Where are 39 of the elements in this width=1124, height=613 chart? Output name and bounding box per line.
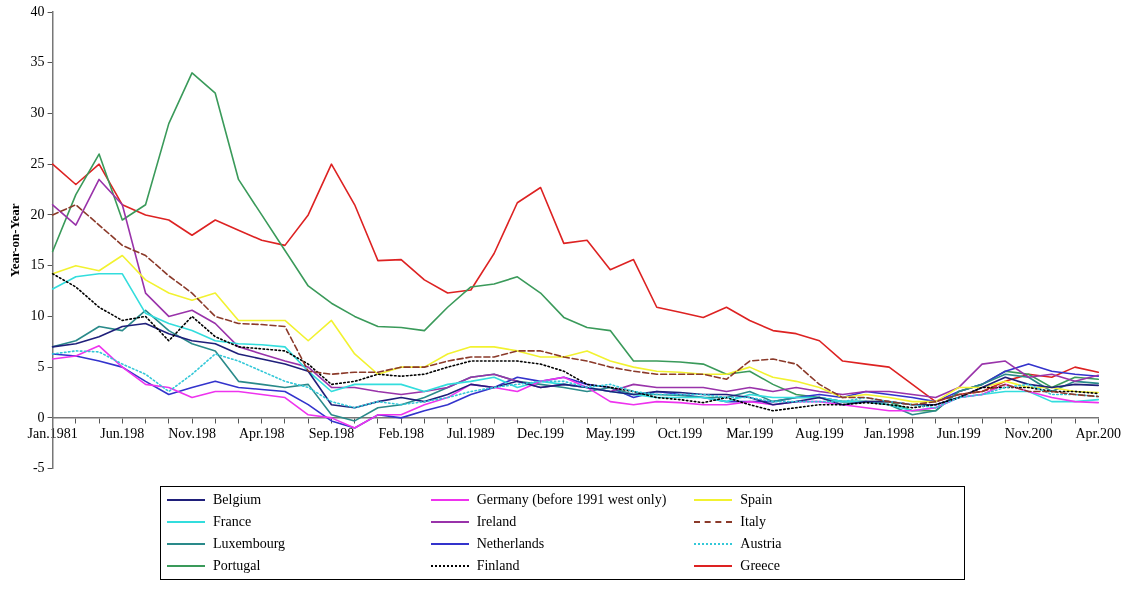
legend-label: Spain [740,492,773,508]
legend-label: Portugal [213,558,261,574]
x-tick-label: Aug.199 [795,425,844,441]
y-tick-label: 5 [37,358,45,374]
x-tick-label: Sep.198 [308,425,355,441]
x-tick-label: Jun.198 [100,425,145,441]
legend-label: Greece [740,558,780,574]
legend-label: Germany (before 1991 west only) [476,492,667,508]
legend-label: Belgium [213,492,262,508]
x-tick-label: Apr.198 [238,425,285,441]
legend-label: Austria [740,536,782,552]
y-tick-label: 30 [30,105,45,121]
x-tick-label: Mar.199 [726,425,774,441]
legend-label: Netherlands [476,536,545,552]
y-tick-label: 25 [30,155,45,171]
y-tick-label: 0 [37,409,45,425]
y-tick-label: 15 [30,257,45,273]
legend-label: Ireland [476,514,517,530]
x-tick-label: Jul.1989 [446,425,495,441]
y-tick-label: 10 [30,308,45,324]
x-tick-label: Jun.199 [936,425,981,441]
y-axis-title: Year-on-Year [7,203,23,278]
y-tick-label: 35 [30,54,45,70]
x-tick-label: Dec.199 [517,425,565,441]
x-tick-label: Jan.1998 [864,425,915,441]
x-tick-label: Oct.199 [657,425,703,441]
x-tick-label: Apr.200 [1075,425,1121,441]
y-tick-label: 20 [30,206,45,222]
legend-label: France [213,514,252,530]
y-tick-label: 40 [30,3,45,19]
x-tick-label: Nov.200 [1004,425,1053,441]
x-tick-label: May.199 [585,425,635,441]
x-tick-label: Jan.1981 [27,425,78,441]
legend-label: Italy [740,514,766,530]
legend-label: Luxembourg [213,536,286,552]
x-tick-label: Feb.198 [378,425,424,441]
x-tick-label: Nov.198 [168,425,216,441]
legend-label: Finland [476,558,520,574]
y-tick-label: -5 [32,460,45,476]
